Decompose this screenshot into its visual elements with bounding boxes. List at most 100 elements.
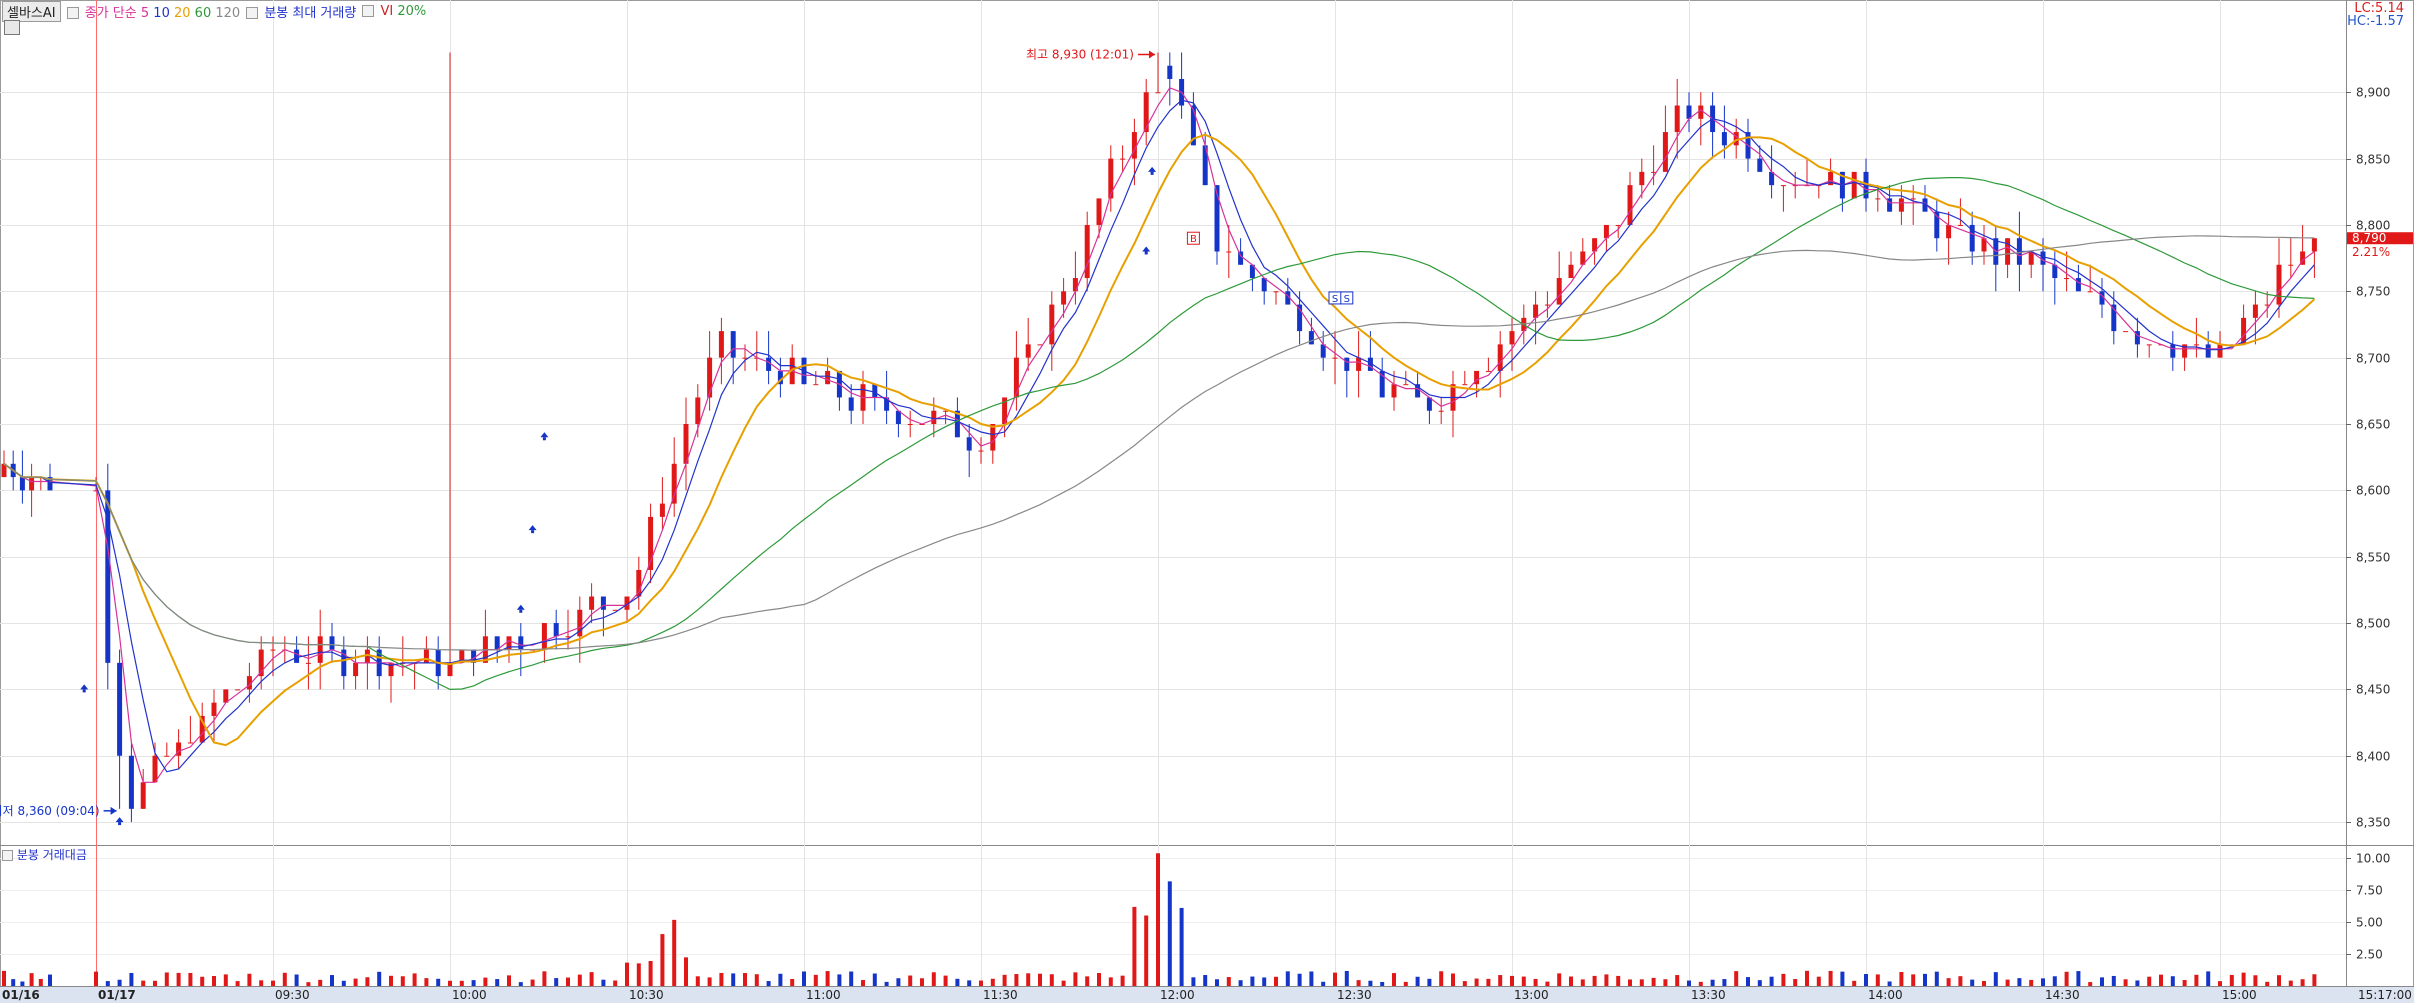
legend-checkbox-icon[interactable] [66, 7, 79, 19]
volume-bar [412, 973, 417, 986]
volume-bar [1132, 906, 1137, 986]
volume-bar [1179, 907, 1184, 986]
candle-body [1946, 224, 1952, 239]
candle-body [341, 649, 347, 677]
candle-body [1025, 344, 1031, 358]
x-tick-label: 01/16 [2, 988, 40, 1002]
volume-bar [1793, 979, 1798, 986]
volume-bar [908, 975, 913, 986]
volume-bar [1002, 974, 1007, 986]
candle-body [494, 636, 500, 650]
volume-bar [754, 974, 759, 986]
volume-bar [2300, 979, 2305, 986]
candle-body [305, 662, 311, 664]
symbol-name[interactable]: 셀바스AI [2, 0, 61, 22]
volume-tick-label: 10.00 [2356, 852, 2390, 866]
volume-bar [2111, 975, 2116, 986]
buy-signal-stem [542, 437, 546, 441]
vi-label: VI [380, 3, 394, 19]
candle-body [2146, 344, 2152, 346]
volume-bar [223, 974, 228, 986]
candle-body [423, 649, 429, 663]
y-tick-label: 8,550 [2356, 551, 2390, 565]
candle-body [1828, 171, 1834, 186]
candle-body [612, 609, 618, 611]
calculator-icon[interactable] [4, 20, 20, 35]
buy-signal-icon [80, 684, 89, 690]
legend-checkbox-icon[interactable] [362, 5, 375, 17]
volume-bar [566, 977, 570, 986]
volume-bar [164, 972, 169, 986]
volume-bar [1864, 974, 1868, 986]
volume-bar [518, 982, 523, 986]
ma-legend[interactable]: 종가 단순 5 10 20 60 120 [66, 2, 240, 21]
candle-body [1249, 264, 1255, 279]
candle-body [518, 636, 524, 650]
candle-body [943, 410, 949, 412]
ma-period-60: 60 [194, 5, 212, 21]
volume-bar [1970, 979, 1975, 986]
legend-checkbox-icon[interactable] [2, 850, 13, 861]
volume-panel-title: 분봉 거래대금 [16, 848, 87, 862]
volume-bar [1120, 975, 1125, 986]
candle-body [2064, 278, 2070, 280]
volume-bar [1828, 970, 1833, 986]
volume-bar [1946, 978, 1951, 986]
candle-body [317, 636, 323, 663]
volume-bar [2265, 981, 2270, 986]
volume-bar [2241, 972, 2246, 986]
volume-bar [294, 974, 299, 986]
high-arrowhead [1149, 50, 1155, 59]
volume-bar [1097, 973, 1101, 986]
volume-bar [1675, 975, 1680, 986]
legend-checkbox-icon[interactable] [246, 7, 259, 19]
volume-bar [2076, 971, 2081, 986]
candle-body [211, 702, 217, 716]
volume-bar [353, 978, 358, 986]
volume-bar [1569, 976, 1573, 986]
volume-bar [825, 971, 830, 986]
volume-bar [1368, 980, 1373, 986]
buy-signal-icon [540, 432, 549, 438]
candle-body [683, 424, 689, 464]
volume-bar [1439, 971, 1444, 986]
volume-bar [2229, 974, 2234, 986]
volume-max-legend[interactable]: 분봉 최대 거래량 [246, 2, 356, 21]
candle-body [648, 516, 654, 570]
volume-bar [660, 934, 665, 986]
signal-marker-label: S [1332, 294, 1338, 305]
candle-body [600, 596, 606, 610]
candle-body [589, 596, 595, 610]
candle-body [1957, 224, 1963, 226]
candle-body [1533, 304, 1539, 318]
candle-body [2052, 264, 2058, 279]
candle-body [447, 662, 453, 677]
volume-bar [1156, 853, 1160, 986]
volume-bar [11, 979, 16, 986]
candle-body [1131, 132, 1137, 159]
candle-body [1580, 251, 1586, 265]
candle-body [1981, 238, 1987, 252]
volume-legend[interactable]: 분봉 거래대금 [2, 846, 87, 863]
volume-bar [2017, 978, 2022, 986]
ma-period-20: 20 [173, 5, 191, 21]
candle-body [176, 742, 182, 756]
x-tick-label: 01/17 [98, 988, 136, 1002]
candle-body [1544, 304, 1550, 306]
candle-body [553, 623, 559, 637]
candle-body [2111, 304, 2117, 332]
candle-body [2028, 251, 2034, 265]
volume-bar [990, 978, 995, 986]
candle-body [388, 662, 394, 677]
volume-bar [282, 972, 287, 986]
volume-bar [979, 980, 983, 986]
x-tick-label: 15:17:00 [2358, 988, 2412, 1002]
vi-legend[interactable]: VI 20% [362, 4, 426, 19]
candle-body [29, 477, 35, 491]
candle-body [1780, 185, 1786, 187]
candle-body [1273, 291, 1279, 293]
x-tick-label: 13:00 [1514, 988, 1549, 1002]
candle-body [742, 357, 748, 359]
y-tick-label: 8,350 [2356, 816, 2390, 830]
candle-body [718, 331, 724, 358]
